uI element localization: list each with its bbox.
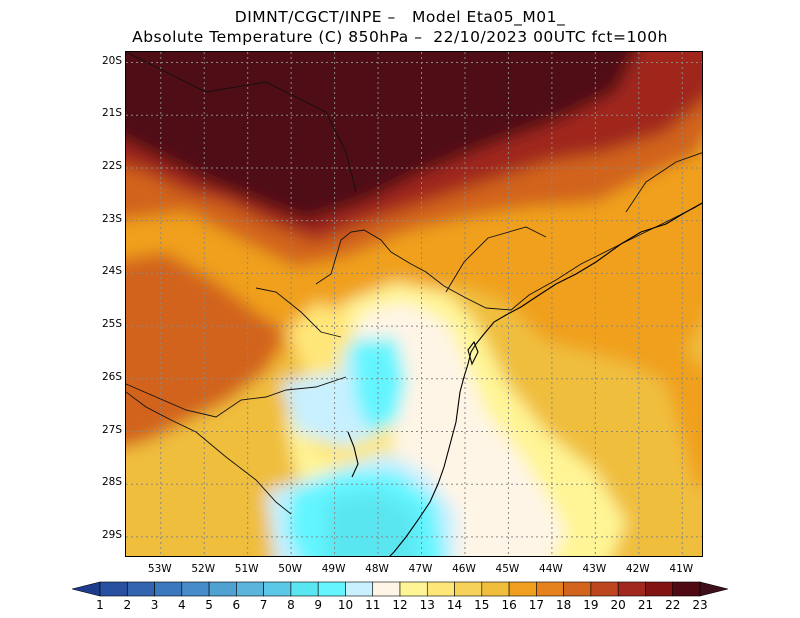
- colorbar-segment: [563, 581, 592, 597]
- colorbar-segment: [99, 581, 128, 597]
- colorbar: [71, 581, 729, 597]
- colorbar-tick-label: 1: [96, 598, 104, 612]
- lat-tick-label: 21S: [101, 107, 122, 120]
- lat-tick-label: 20S: [101, 54, 122, 67]
- field-cream-south: [486, 482, 566, 556]
- field-yellow-north: [286, 302, 356, 382]
- colorbar-tick-label: 2: [123, 598, 132, 612]
- colorbar-tick-label: 16: [501, 598, 517, 612]
- lat-tick-label: 28S: [101, 476, 122, 489]
- lat-tick-label: 22S: [101, 159, 122, 172]
- colorbar-tick-label: 20: [610, 598, 626, 612]
- colorbar-segment: [590, 581, 619, 597]
- lon-tick-label: 46W: [452, 563, 476, 575]
- lon-tick-label: 48W: [365, 563, 389, 575]
- lon-tick-label: 50W: [278, 563, 303, 575]
- title-line-2: Absolute Temperature (C) 850hPa – 22/10/…: [132, 28, 668, 46]
- lon-tick-label: 43W: [582, 563, 607, 575]
- colorbar-tick-label: 17: [528, 598, 544, 612]
- coastline-path: [389, 202, 702, 556]
- colorbar-tick-label: 22: [665, 598, 681, 612]
- colorbar-segment: [126, 581, 155, 597]
- border-north-inland: [126, 52, 357, 193]
- graticule: [126, 52, 702, 556]
- colorbar-segment: [345, 581, 374, 597]
- map-svg: [126, 52, 702, 556]
- colorbar-tick-label: 9: [314, 598, 322, 612]
- title-line-1: DIMNT/CGCT/INPE – Model Eta05_M01_: [234, 8, 566, 26]
- colorbar-tick-label: 14: [446, 598, 463, 612]
- colorbar-segment: [181, 581, 210, 597]
- lat-tick-label: 23S: [101, 212, 122, 225]
- lon-tick-label: 47W: [408, 563, 433, 575]
- colorbar-tick-label: 8: [287, 598, 295, 612]
- border-southwest: [126, 391, 292, 515]
- lon-tick-label: 52W: [191, 563, 216, 575]
- state-border-north: [315, 202, 702, 311]
- field-hottest-core: [126, 52, 636, 222]
- colorbar-segment: [208, 581, 237, 597]
- lon-tick-label: 42W: [625, 563, 650, 575]
- colorbar-arrow-right: [699, 581, 729, 597]
- field-cyan-north: [351, 337, 406, 432]
- field-cyan-core: [326, 492, 416, 556]
- island-1: [467, 340, 479, 366]
- state-border-west: [255, 287, 342, 338]
- field-orange-band: [126, 152, 702, 492]
- border-sp: [445, 226, 547, 293]
- lat-tick-label: 25S: [101, 318, 122, 331]
- border-rj: [625, 152, 702, 213]
- temperature-field: [126, 52, 702, 556]
- lat-tick-label: 26S: [101, 370, 122, 383]
- colorbar-tick-label: 12: [392, 598, 408, 612]
- state-border-south: [126, 376, 347, 418]
- colorbar-segment: [617, 581, 646, 597]
- lon-tick-label: 49W: [321, 563, 346, 575]
- colorbar-tick-label: 23: [692, 598, 708, 612]
- colorbar-tick-label: 7: [259, 598, 268, 612]
- colorbar-segment: [672, 581, 701, 597]
- colorbar-segment: [481, 581, 510, 597]
- colorbar-tick-label: 10: [337, 598, 354, 612]
- lon-tick-label: 44W: [539, 563, 563, 575]
- field-west-band: [126, 252, 286, 447]
- colorbar-tick-label: 11: [365, 598, 381, 612]
- inlet: [347, 431, 359, 478]
- colorbar-tick-label: 19: [583, 598, 599, 612]
- colorbar-segment: [154, 581, 183, 597]
- colorbar-segment: [290, 581, 319, 597]
- temperature-map: [125, 51, 703, 557]
- colorbar-segment: [508, 581, 537, 597]
- lat-tick-label: 24S: [101, 265, 122, 278]
- colorbar-segment: [399, 581, 428, 597]
- colorbar-segment: [317, 581, 346, 597]
- colorbar-tick-label: 6: [232, 598, 241, 612]
- colorbar-tick-label: 13: [419, 598, 435, 612]
- colorbar-segment: [454, 581, 483, 597]
- colorbar-tick-label: 21: [637, 598, 654, 612]
- colorbar-segment: [372, 581, 401, 597]
- colorbar-segment: [426, 581, 455, 597]
- borders: [126, 52, 702, 515]
- lon-tick-label: 51W: [234, 563, 259, 575]
- colorbar-tick-label: 18: [555, 598, 572, 612]
- colorbar-segment: [645, 581, 674, 597]
- lat-tick-label: 29S: [101, 528, 122, 541]
- colorbar-segment: [263, 581, 292, 597]
- colorbar-arrow-left: [71, 581, 101, 597]
- lat-tick-label: 27S: [101, 423, 122, 436]
- lon-tick-label: 45W: [495, 563, 520, 575]
- lon-tick-label: 41W: [669, 563, 694, 575]
- colorbar-segment: [536, 581, 564, 597]
- lon-tick-label: 53W: [147, 563, 172, 575]
- colorbar-tick-label: 5: [205, 598, 213, 612]
- colorbar-tick-label: 4: [177, 598, 186, 612]
- colorbar-tick-label: 3: [150, 598, 159, 612]
- colorbar-segment: [236, 581, 264, 597]
- colorbar-tick-label: 15: [474, 598, 490, 612]
- coastline: [347, 202, 702, 556]
